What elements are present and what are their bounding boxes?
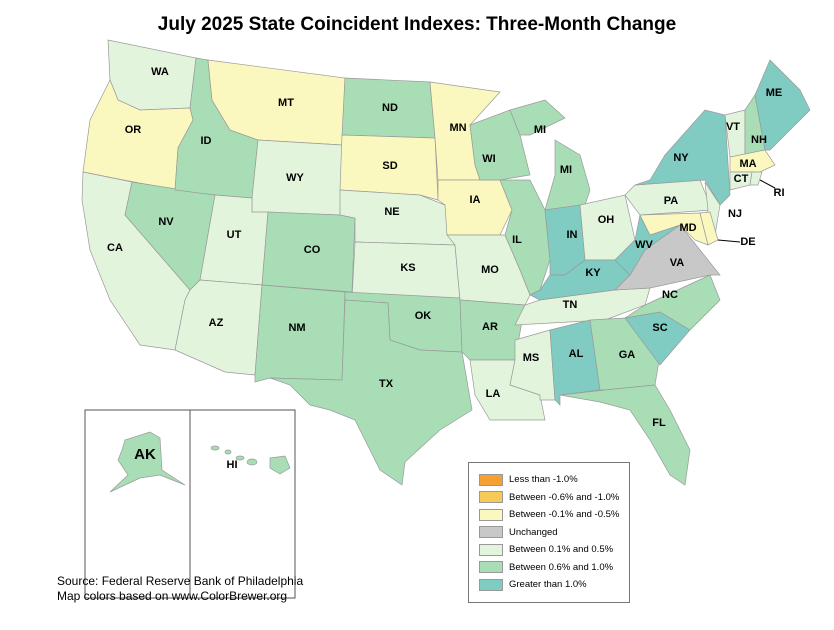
legend-label: Unchanged <box>509 526 558 538</box>
state-label-MN: MN <box>449 122 466 134</box>
state-label-KS: KS <box>400 262 415 274</box>
state-label-SD: SD <box>382 160 397 172</box>
legend-item: Between 0.6% and 1.0% <box>479 559 629 577</box>
state-label-VT: VT <box>726 121 740 133</box>
state-label-NJ: NJ <box>728 208 742 220</box>
state-label-RI: RI <box>774 187 785 199</box>
state-label-UT: UT <box>227 229 242 241</box>
legend-label: Between -0.1% and -0.5% <box>509 509 620 521</box>
state-label-AK: AK <box>134 446 156 463</box>
state-AK[interactable] <box>109 431 186 493</box>
state-label-AZ: AZ <box>209 317 224 329</box>
state-PA[interactable] <box>624 179 713 216</box>
state-label-GA: GA <box>619 349 636 361</box>
state-TX[interactable] <box>269 299 473 486</box>
legend: Less than -1.0% Between -0.6% and -1.0% … <box>468 462 630 603</box>
state-label-FL: FL <box>652 417 666 429</box>
state-label-CA: CA <box>107 242 123 254</box>
state-label-MA: MA <box>739 158 756 170</box>
state-label-OR: OR <box>125 124 142 136</box>
state-CO[interactable] <box>261 211 356 293</box>
state-IA[interactable] <box>437 179 513 236</box>
state-label-TX: TX <box>379 378 394 390</box>
state-label-MD: MD <box>679 222 696 234</box>
state-label-NC: NC <box>662 289 678 301</box>
hawaii-inset-frame <box>189 409 296 599</box>
state-VT[interactable] <box>724 109 746 158</box>
state-label-TN: TN <box>563 299 578 311</box>
state-label-OH: OH <box>598 214 615 226</box>
state-label-MI: MI <box>560 164 572 176</box>
legend-item: Between 0.1% and 0.5% <box>479 541 629 559</box>
state-HI-island[interactable] <box>210 445 220 451</box>
state-label-CO: CO <box>304 244 321 256</box>
state-label-KY: KY <box>585 267 601 279</box>
state-label-NM: NM <box>288 322 305 334</box>
state-label-MS: MS <box>523 352 540 364</box>
map-title: July 2025 State Coincident Indexes: Thre… <box>157 14 677 35</box>
state-HI-island[interactable] <box>246 458 258 466</box>
state-label-VA: VA <box>670 257 685 269</box>
state-label-IN: IN <box>567 229 578 241</box>
state-label-MO: MO <box>481 264 499 276</box>
state-label-ME: ME <box>766 87 783 99</box>
legend-item: Unchanged <box>479 524 629 542</box>
state-HI[interactable] <box>269 455 291 475</box>
legend-swatch <box>479 508 503 521</box>
legend-item: Less than -1.0% <box>479 471 629 489</box>
state-label-IL: IL <box>512 234 522 246</box>
state-HI-island[interactable] <box>235 455 245 461</box>
state-label-MT: MT <box>278 97 294 109</box>
state-label-NY: NY <box>673 152 689 164</box>
state-label-ND: ND <box>382 102 398 114</box>
legend-swatch <box>479 578 503 591</box>
state-label-LA: LA <box>486 388 501 400</box>
legend-item: Between -0.1% and -0.5% <box>479 506 629 524</box>
state-RI[interactable] <box>749 171 763 186</box>
legend-label: Between 0.1% and 0.5% <box>509 544 614 556</box>
state-label-WV: WV <box>635 239 653 251</box>
leader-line <box>759 179 776 189</box>
state-SD[interactable] <box>339 134 439 201</box>
legend-swatch <box>479 526 503 539</box>
legend-swatch <box>479 543 503 556</box>
legend-item: Between -0.6% and -1.0% <box>479 489 629 507</box>
state-label-AR: AR <box>482 321 498 333</box>
source-line: Source: Federal Reserve Bank of Philadel… <box>57 574 304 588</box>
state-label-HI: HI <box>227 459 238 471</box>
state-label-WA: WA <box>151 66 169 78</box>
state-label-ID: ID <box>201 135 212 147</box>
state-label-WY: WY <box>286 172 304 184</box>
state-label-NH: NH <box>751 134 767 146</box>
legend-swatch <box>479 473 503 486</box>
state-FL[interactable] <box>559 384 691 486</box>
state-label-WI: WI <box>482 153 495 165</box>
state-label-PA: PA <box>664 195 679 207</box>
legend-swatch <box>479 491 503 504</box>
colorbrewer-line: Map colors based on www.ColorBrewer.org <box>57 589 288 603</box>
state-MA[interactable] <box>729 149 776 173</box>
state-HI-island[interactable] <box>224 449 232 455</box>
state-label-CT: CT <box>734 173 749 185</box>
state-label-SC: SC <box>652 322 667 334</box>
legend-label: Between 0.6% and 1.0% <box>509 561 614 573</box>
state-label-IA: IA <box>470 194 481 206</box>
legend-label: Less than -1.0% <box>509 474 578 486</box>
state-MI[interactable] <box>509 99 566 136</box>
legend-swatch <box>479 561 503 574</box>
state-label-NE: NE <box>384 206 399 218</box>
legend-label: Between -0.6% and -1.0% <box>509 491 620 503</box>
state-label-OK: OK <box>415 310 432 322</box>
state-label-MI-upper: MI <box>534 124 546 136</box>
legend-item: Greater than 1.0% <box>479 576 629 594</box>
legend-label: Greater than 1.0% <box>509 579 587 591</box>
state-label-NV: NV <box>158 216 174 228</box>
source-note: Source: Federal Reserve Bank of Philadel… <box>57 574 303 604</box>
state-label-DE: DE <box>740 236 755 248</box>
state-NY[interactable] <box>634 109 731 206</box>
state-label-AL: AL <box>569 348 584 360</box>
leader-line <box>717 239 741 243</box>
